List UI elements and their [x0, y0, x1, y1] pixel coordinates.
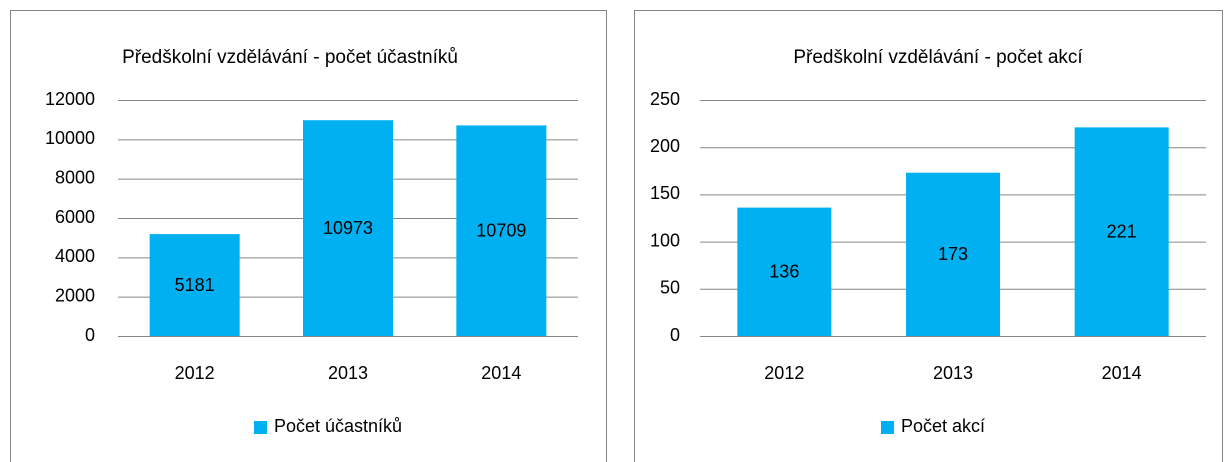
- bar: [456, 125, 547, 336]
- bar: [737, 207, 832, 336]
- bar: [906, 172, 1000, 336]
- x-tick-label: 2013: [933, 363, 973, 383]
- legend-swatch: [880, 421, 894, 434]
- x-tick-label: 2013: [328, 363, 368, 383]
- x-tick-label: 2012: [175, 363, 215, 383]
- y-tick-label: 0: [85, 325, 95, 345]
- y-tick-label: 250: [650, 89, 680, 109]
- y-tick-label: 0: [670, 325, 680, 345]
- y-tick-label: 10000: [45, 128, 95, 148]
- legend-label: Počet akcí: [901, 416, 985, 436]
- data-label: 136: [769, 262, 799, 282]
- bar: [1074, 127, 1169, 336]
- data-label: 5181: [175, 275, 215, 295]
- y-tick-label: 12000: [45, 89, 95, 109]
- bar: [149, 234, 240, 336]
- y-tick-label: 50: [660, 278, 680, 298]
- legend-swatch: [253, 421, 267, 434]
- y-tick-label: 100: [650, 230, 680, 250]
- x-tick-label: 2012: [764, 363, 804, 383]
- y-tick-label: 4000: [55, 246, 95, 266]
- y-tick-label: 8000: [55, 167, 95, 187]
- x-tick-label: 2014: [1102, 363, 1142, 383]
- chart-title: Předškolní vzdělávání - počet akcí: [793, 47, 1083, 68]
- x-tick-label: 2014: [481, 363, 521, 383]
- legend-label: Počet účastníků: [274, 416, 402, 436]
- y-tick-label: 150: [650, 183, 680, 203]
- y-tick-label: 2000: [55, 285, 95, 305]
- y-tick-label: 6000: [55, 207, 95, 227]
- data-label: 221: [1107, 221, 1137, 241]
- data-label: 10709: [476, 220, 526, 240]
- y-tick-label: 200: [650, 136, 680, 156]
- data-label: 10973: [323, 218, 373, 238]
- chart-title: Předškolní vzdělávání - počet účastníků: [122, 47, 458, 68]
- bar: [303, 120, 393, 337]
- data-label: 173: [938, 244, 968, 264]
